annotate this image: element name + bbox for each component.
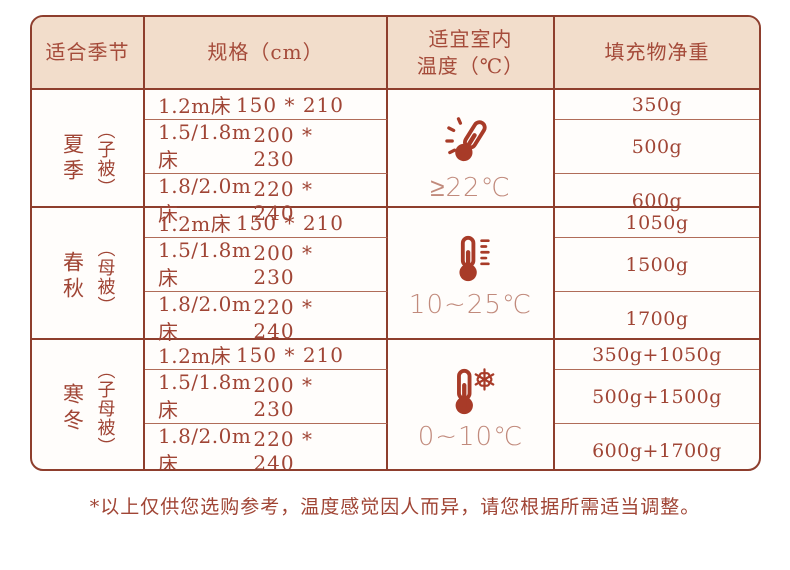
season-sublabel: （子母被） bbox=[94, 361, 116, 456]
season-label: 春秋 bbox=[60, 250, 85, 303]
footnote: *以上仅供您选购参考，温度感觉因人而异，请您根据所需适当调整。 bbox=[89, 496, 701, 518]
temp-cell-summer: ≥22℃ bbox=[388, 90, 555, 227]
season-cell-summer: 夏季 （子被） bbox=[32, 90, 145, 227]
bed-size-label: 1.8/2.0m床 bbox=[158, 424, 252, 471]
bed-size-label: 1.8/2.0m床 bbox=[158, 292, 252, 344]
season-group-summer: 夏季 （子被） 1.2m床 150 * 210 350g 1.5/1.8m床 2… bbox=[32, 90, 759, 227]
weight-cell: 600g+1700g bbox=[592, 439, 722, 462]
temp-cell-winter: 0~10℃ bbox=[388, 340, 555, 469]
header-weight: 填充物净重 bbox=[604, 40, 710, 64]
spec-cell: 1.2m床 150 * 210 bbox=[145, 340, 388, 370]
spec-cell: 1.5/1.8m床 200 * 230 bbox=[145, 120, 388, 174]
dimensions-label: 150 * 210 bbox=[235, 210, 344, 235]
temp-label: ≥22℃ bbox=[430, 172, 511, 203]
weight-cell: 350g bbox=[555, 90, 759, 120]
spec-cell: 1.8/2.0m床 220 * 240 bbox=[145, 292, 388, 345]
header-season: 适合季节 bbox=[32, 17, 145, 88]
spec-cell: 1.5/1.8m床 200 * 230 bbox=[145, 238, 388, 292]
spec-cell: 1.8/2.0m床 220 * 240 bbox=[145, 424, 388, 471]
weight-cell: 350g+1050g bbox=[555, 340, 759, 370]
bed-size-label: 1.5/1.8m床 bbox=[158, 370, 252, 422]
bed-size-label: 1.2m床 bbox=[158, 344, 232, 368]
weight-cell: 500g bbox=[555, 120, 759, 174]
bed-size-label: 1.5/1.8m床 bbox=[158, 120, 252, 172]
dimensions-label: 150 * 210 bbox=[235, 92, 344, 117]
thermometer-scale-icon bbox=[458, 235, 490, 282]
weight-cell: 600g bbox=[631, 189, 683, 212]
season-sublabel: （子被） bbox=[94, 120, 116, 197]
season-cell-spring-autumn: 春秋 （母被） bbox=[32, 208, 145, 345]
season-sublabel: （母被） bbox=[94, 238, 116, 315]
header-spec: 规格（cm） bbox=[145, 17, 388, 88]
season-group-spring-autumn: 春秋 （母被） 1.2m床 150 * 210 1050g 1.5/1.8m床 … bbox=[32, 206, 759, 345]
bed-size-label: 1.8/2.0m床 bbox=[158, 174, 252, 226]
quilt-spec-table: 适合季节 规格（cm） 适宜室内 温度（℃） 填充物净重 夏季 （子被） 1.2… bbox=[30, 15, 761, 471]
table-header-row: 适合季节 规格（cm） 适宜室内 温度（℃） 填充物净重 bbox=[32, 17, 759, 90]
season-label: 夏季 bbox=[60, 132, 85, 185]
header-temp: 适宜室内 温度（℃） bbox=[388, 17, 555, 88]
temp-label: 0~10℃ bbox=[417, 422, 524, 452]
dimensions-label: 220 * 240 bbox=[253, 294, 313, 343]
weight-cell: 1050g bbox=[555, 208, 759, 238]
dimensions-label: 200 * 230 bbox=[253, 122, 313, 171]
snow-thermometer-icon bbox=[455, 368, 494, 415]
temp-label: 10~25℃ bbox=[408, 290, 533, 320]
dimensions-label: 200 * 230 bbox=[253, 372, 313, 421]
weight-cell: 1500g bbox=[555, 238, 759, 292]
season-cell-winter: 寒冬 （子母被） bbox=[32, 340, 145, 469]
spec-cell: 1.2m床 150 * 210 bbox=[145, 90, 388, 120]
weight-cell: 500g+1500g bbox=[555, 370, 759, 424]
weight-cell: 1700g bbox=[625, 307, 689, 330]
bed-size-label: 1.2m床 bbox=[158, 94, 232, 118]
spec-cell: 1.2m床 150 * 210 bbox=[145, 208, 388, 238]
spec-cell: 1.5/1.8m床 200 * 230 bbox=[145, 370, 388, 424]
dimensions-label: 220 * 240 bbox=[253, 426, 313, 471]
bed-size-label: 1.5/1.8m床 bbox=[158, 238, 252, 290]
season-group-winter: 寒冬 （子母被） 1.2m床 150 * 210 350g+1050g 1.5/… bbox=[32, 338, 759, 471]
season-label: 寒冬 bbox=[60, 382, 85, 435]
dimensions-label: 220 * 240 bbox=[253, 176, 313, 225]
dimensions-label: 150 * 210 bbox=[235, 342, 344, 367]
dimensions-label: 200 * 230 bbox=[253, 240, 313, 289]
spec-cell: 1.8/2.0m床 220 * 240 bbox=[145, 174, 388, 227]
header-temp-line2: 温度（℃） bbox=[416, 53, 525, 78]
sun-thermometer-icon bbox=[444, 116, 487, 161]
temp-cell-spring-autumn: 10~25℃ bbox=[388, 208, 555, 345]
header-temp-line1: 适宜室内 bbox=[428, 26, 513, 51]
bed-size-label: 1.2m床 bbox=[158, 212, 232, 236]
